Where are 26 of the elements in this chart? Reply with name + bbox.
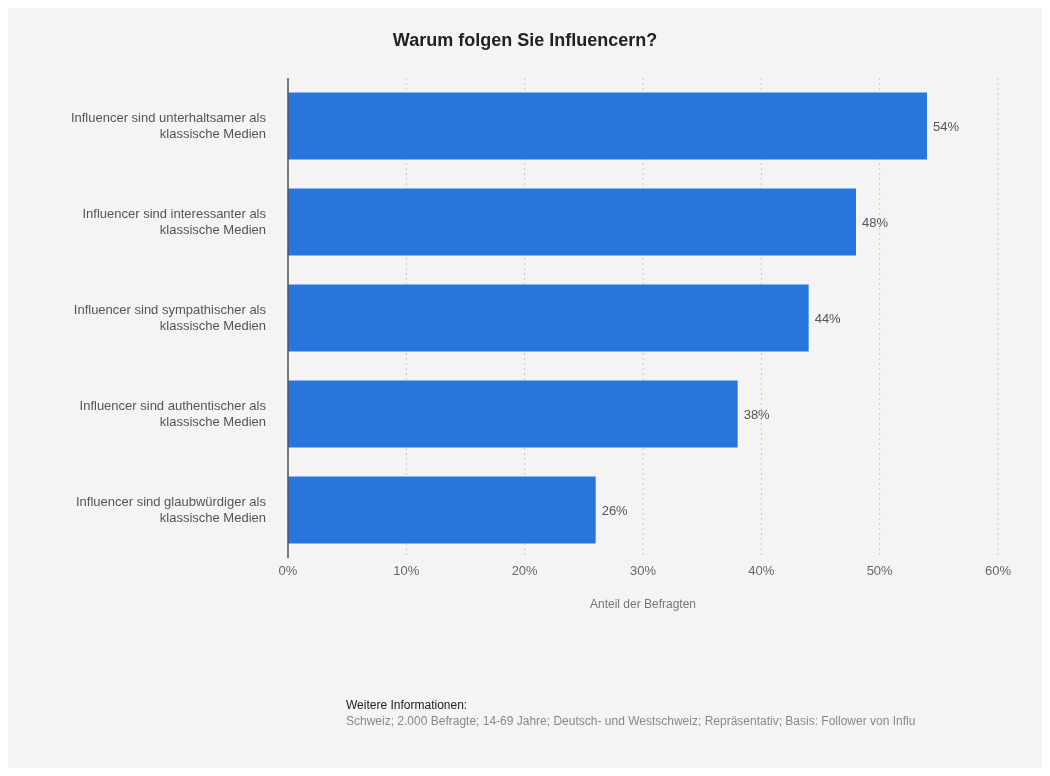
data-label: 54% <box>933 118 960 134</box>
x-tick-label: 60% <box>984 563 1012 579</box>
x-tick-label: 50% <box>866 563 894 579</box>
bar <box>288 188 856 256</box>
y-tick-label: Influencer sind glaubwürdiger als klassische Medien <box>75 494 267 525</box>
x-tick-label: 20% <box>511 563 539 579</box>
y-tick-label: Influencer sind authentischer als klassische Medien <box>79 398 267 429</box>
x-tick-label: 40% <box>748 563 775 579</box>
text: Weitere Informationen: <box>346 698 469 712</box>
data-label: 38% <box>743 406 771 422</box>
x-tick-label: 10% <box>393 563 420 579</box>
y-tick-label: Influencer sind interessanter als klassische Medien <box>82 206 267 237</box>
x-tick-label: 30% <box>629 563 657 579</box>
bar <box>288 284 809 352</box>
x-tick-label: 0% <box>278 563 298 579</box>
data-label: 48% <box>862 214 889 230</box>
x-axis-title: Anteil der Befragten <box>589 597 697 611</box>
y-tick-label: Influencer sind sympathischer als klassische Medien <box>73 302 267 333</box>
bar <box>288 380 738 448</box>
bar <box>288 476 596 544</box>
data-label: 26% <box>601 502 629 518</box>
bar <box>288 92 927 160</box>
y-tick-label: Influencer sind unterhaltsamer als klassische Medien <box>70 110 267 141</box>
data-label: 44% <box>814 310 842 326</box>
chart-title: Warum folgen Sie Influencern? <box>391 30 659 51</box>
text: Schweiz; 2.000 Befragte; 14-69 Jahre; Deutsch- und Westschweiz; Repräsentativ; Basis: Follower von Influ <box>346 714 916 728</box>
